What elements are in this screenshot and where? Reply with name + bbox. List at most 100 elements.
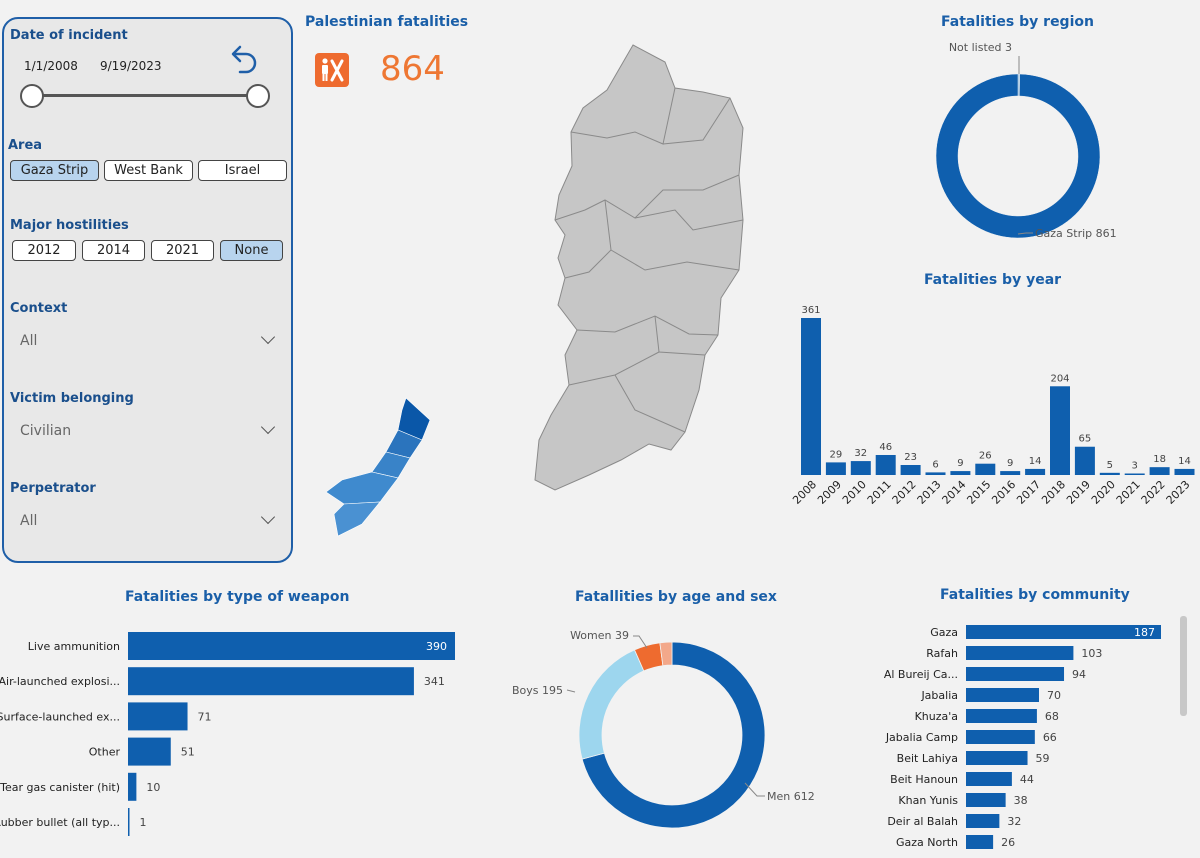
region-label-not-listed: Not listed 3 bbox=[949, 41, 1012, 54]
kpi-title: Palestinian fatalities bbox=[305, 14, 469, 30]
area-chip-gaza-strip[interactable]: Gaza Strip bbox=[10, 160, 99, 181]
year-bar-2014 bbox=[950, 471, 971, 475]
year-value-label: 9 bbox=[1007, 458, 1013, 469]
perpetrator-value: All bbox=[20, 513, 38, 529]
year-tick-label: 2016 bbox=[989, 478, 1018, 507]
community-value-label: 68 bbox=[1045, 710, 1059, 723]
community-category-label: Jabalia Camp bbox=[885, 731, 958, 744]
weapon-value-label: 341 bbox=[424, 675, 445, 688]
community-category-label: Khuza'a bbox=[915, 710, 958, 723]
date-slider-track[interactable] bbox=[32, 94, 258, 97]
governorate-borders bbox=[554, 87, 744, 433]
area-chip-west-bank[interactable]: West Bank bbox=[104, 160, 193, 181]
hostilities-chip-none[interactable]: None bbox=[220, 240, 283, 261]
year-value-label: 18 bbox=[1153, 454, 1166, 465]
date-start[interactable]: 1/1/2008 bbox=[24, 59, 78, 73]
date-end[interactable]: 9/19/2023 bbox=[100, 59, 162, 73]
weapon-value-label: 51 bbox=[181, 746, 195, 759]
year-bar-2016 bbox=[1000, 471, 1021, 475]
victim-dropdown[interactable]: Civilian bbox=[10, 414, 286, 448]
context-dropdown[interactable]: All bbox=[10, 324, 286, 358]
weapon-bar bbox=[128, 702, 188, 731]
context-filter-title: Context bbox=[10, 301, 68, 316]
weapon-value-label: 390 bbox=[426, 640, 447, 653]
victim-filter-title: Victim belonging bbox=[10, 391, 134, 406]
community-value-label: 187 bbox=[1134, 626, 1155, 639]
year-value-label: 23 bbox=[904, 452, 917, 463]
hostilities-chip-2012[interactable]: 2012 bbox=[12, 240, 76, 261]
year-bar-2012 bbox=[900, 464, 921, 475]
hostilities-chip-2021[interactable]: 2021 bbox=[151, 240, 214, 261]
community-scrollbar[interactable] bbox=[1180, 616, 1187, 716]
year-tick-label: 2009 bbox=[815, 478, 844, 507]
leader-line bbox=[744, 782, 765, 797]
community-value-label: 59 bbox=[1036, 752, 1050, 765]
agesex-label-women: Women 39 bbox=[570, 629, 629, 642]
undo-icon[interactable] bbox=[226, 42, 260, 76]
chevron-down-icon bbox=[260, 509, 276, 525]
weapon-chart-title: Fatalities by type of weapon bbox=[125, 589, 350, 605]
community-bar bbox=[966, 709, 1037, 723]
region-label-gaza-strip: Gaza Strip 861 bbox=[1035, 227, 1117, 240]
weapon-category-label: Live ammunition bbox=[28, 640, 120, 653]
year-bar-2015 bbox=[975, 463, 996, 475]
year-bar-2023 bbox=[1174, 468, 1195, 475]
year-tick-label: 2013 bbox=[915, 478, 944, 507]
region-chart: Not listed 3 Gaza Strip 861 bbox=[935, 41, 1117, 240]
year-value-label: 9 bbox=[957, 458, 963, 469]
hostilities-chip-2014[interactable]: 2014 bbox=[82, 240, 145, 261]
weapon-category-label: Surface-launched ex... bbox=[0, 710, 120, 723]
weapon-category-label: Tear gas canister (hit) bbox=[0, 781, 120, 794]
perpetrator-dropdown[interactable]: All bbox=[10, 504, 286, 538]
community-category-label: Gaza North bbox=[896, 836, 958, 849]
agesex-label-men: Men 612 bbox=[767, 790, 815, 803]
year-bar-2013 bbox=[925, 472, 946, 475]
leader-line bbox=[633, 635, 648, 649]
community-category-label: Gaza bbox=[930, 626, 958, 639]
year-value-label: 5 bbox=[1107, 460, 1113, 471]
weapon-bar bbox=[128, 772, 137, 801]
chevron-down-icon bbox=[260, 419, 276, 435]
year-value-label: 14 bbox=[1178, 456, 1191, 467]
weapon-bar bbox=[128, 808, 130, 836]
community-bar bbox=[966, 646, 1074, 660]
perpetrator-filter-title: Perpetrator bbox=[10, 481, 96, 496]
weapon-bar bbox=[128, 737, 171, 766]
year-value-label: 32 bbox=[854, 448, 867, 459]
community-category-label: Rafah bbox=[926, 647, 958, 660]
area-chip-israel[interactable]: Israel bbox=[198, 160, 287, 181]
year-tick-label: 2010 bbox=[840, 478, 869, 507]
year-chart: 3612008292009322010462011232012620139201… bbox=[790, 305, 1195, 507]
year-bar-2008 bbox=[801, 318, 821, 475]
community-value-label: 44 bbox=[1020, 773, 1034, 786]
date-filter-title: Date of incident bbox=[10, 28, 128, 43]
kpi-value: 864 bbox=[380, 49, 445, 89]
community-bar bbox=[966, 730, 1035, 744]
west-bank-map bbox=[534, 44, 744, 491]
region-chart-title: Fatalities by region bbox=[941, 14, 1094, 30]
year-bar-2009 bbox=[825, 462, 846, 475]
weapon-value-label: 71 bbox=[198, 710, 212, 723]
hostilities-filter-title: Major hostilities bbox=[10, 218, 129, 233]
year-value-label: 204 bbox=[1050, 373, 1069, 384]
date-slider-start-handle[interactable] bbox=[20, 84, 44, 108]
community-bar bbox=[966, 835, 994, 849]
year-tick-label: 2014 bbox=[940, 478, 969, 507]
year-bar-2019 bbox=[1074, 446, 1095, 475]
leader-line bbox=[566, 689, 576, 693]
community-category-label: Deir al Balah bbox=[887, 815, 958, 828]
year-tick-label: 2020 bbox=[1089, 478, 1118, 507]
context-value: All bbox=[20, 333, 38, 349]
year-tick-label: 2021 bbox=[1114, 478, 1143, 507]
agesex-chart: Men 612 Boys 195 Women 39 bbox=[512, 629, 815, 829]
area-filter-title: Area bbox=[8, 138, 43, 153]
year-tick-label: 2019 bbox=[1064, 478, 1093, 507]
community-chart: Gaza 187 Rafah 103 Al Bureij Ca... 94 Jabalia 7… bbox=[884, 625, 1161, 849]
year-tick-label: 2008 bbox=[790, 478, 819, 507]
community-value-label: 38 bbox=[1014, 794, 1028, 807]
year-tick-label: 2015 bbox=[964, 478, 993, 507]
gaza-strip-map bbox=[325, 397, 431, 537]
year-bar-2010 bbox=[850, 461, 871, 475]
date-slider-end-handle[interactable] bbox=[246, 84, 270, 108]
weapon-value-label: 1 bbox=[140, 816, 147, 829]
